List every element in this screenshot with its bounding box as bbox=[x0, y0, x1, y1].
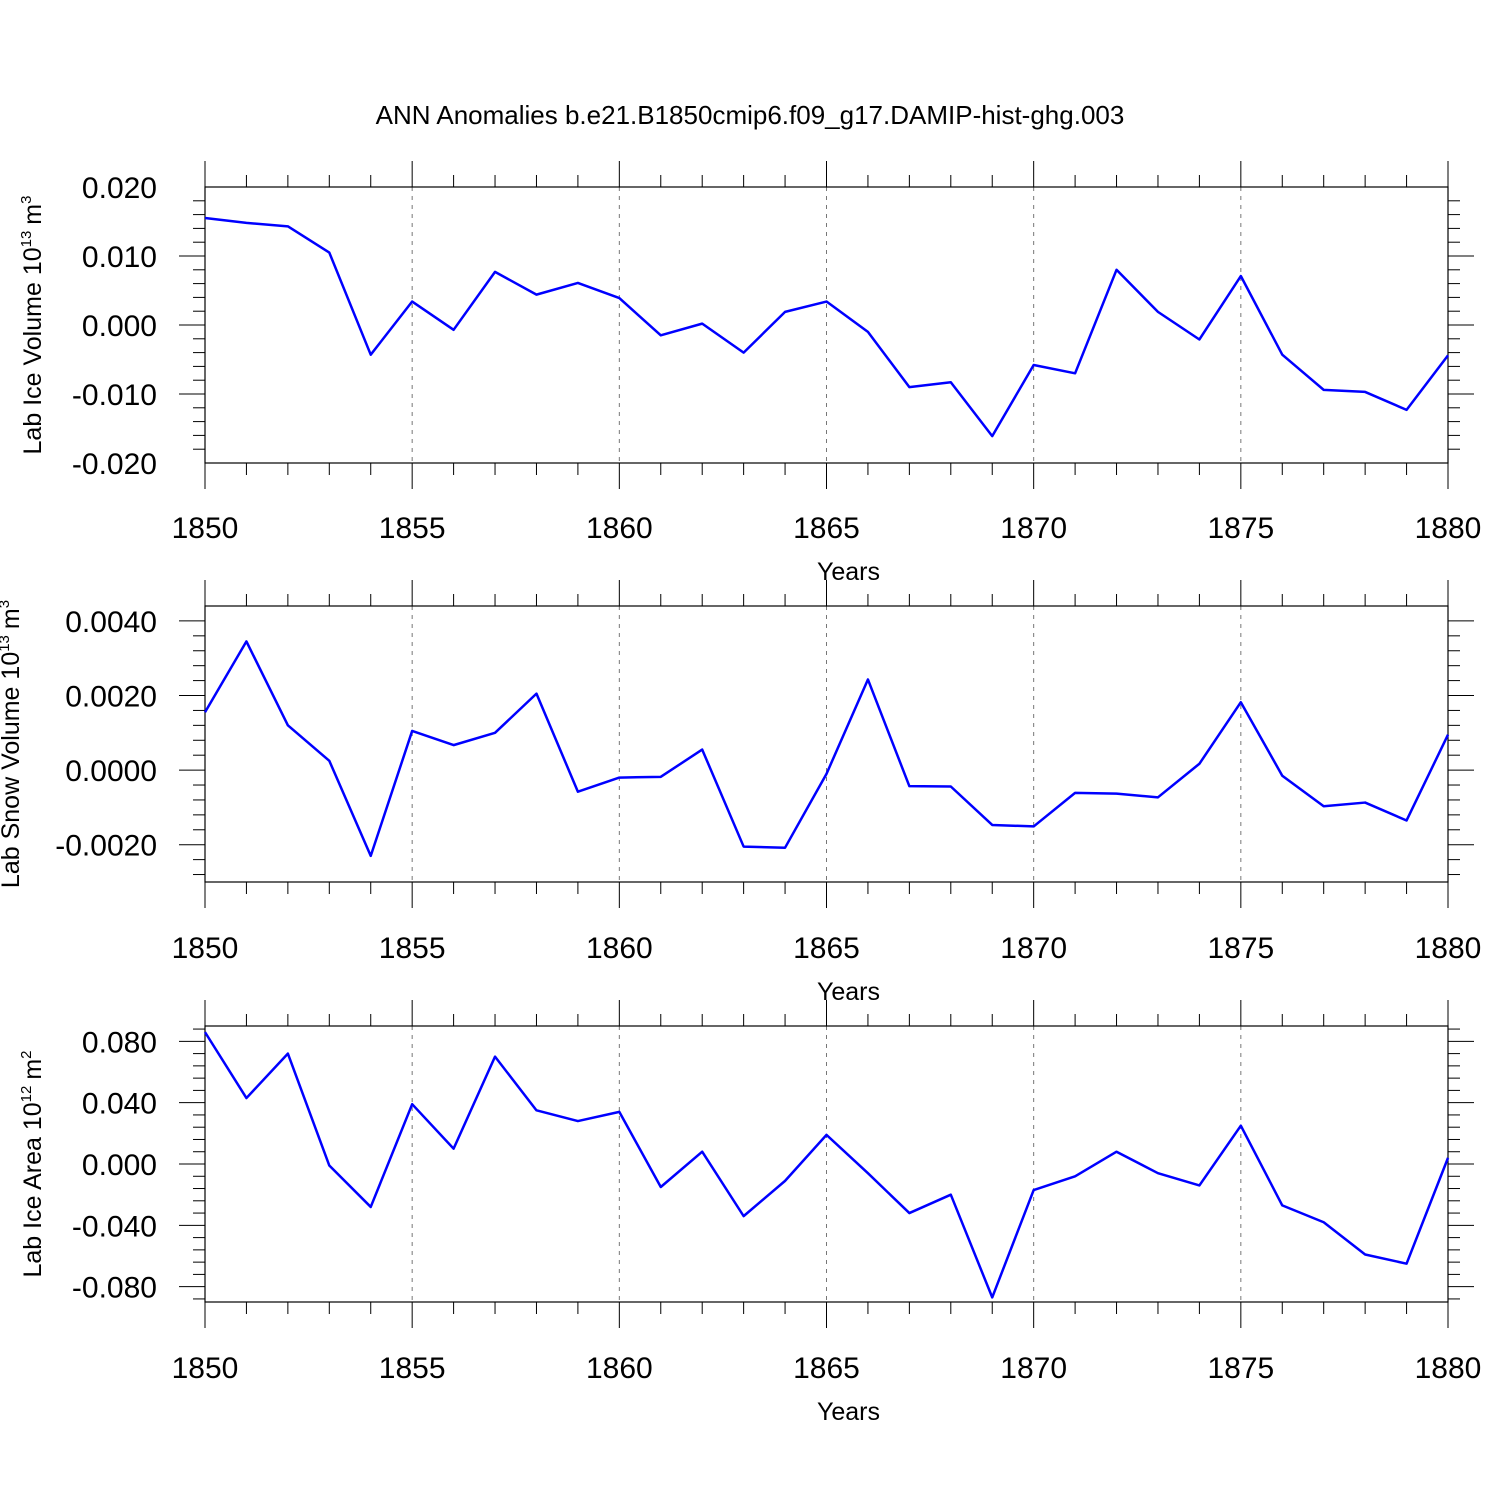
x-axis-label: Years bbox=[817, 1398, 880, 1426]
y-axis-label-unit-exp: 2 bbox=[18, 1051, 35, 1059]
y-axis-label-exp: 12 bbox=[18, 1086, 35, 1103]
y-axis-label-main: Lab Snow Volume 10 bbox=[0, 652, 25, 888]
y-axis-label: Lab Ice Area 1012 m2 bbox=[18, 1051, 47, 1278]
x-tick-label: 1870 bbox=[1000, 512, 1067, 545]
x-tick-label: 1860 bbox=[586, 932, 653, 965]
y-axis-label-unit-exp: 3 bbox=[0, 600, 13, 608]
y-tick-label: 0.0020 bbox=[65, 681, 157, 714]
x-tick-label: 1875 bbox=[1207, 512, 1274, 545]
series-line bbox=[203, 1031, 1450, 1299]
x-tick-label: 1860 bbox=[586, 512, 653, 545]
y-axis-label-unit: m bbox=[19, 204, 47, 225]
y-tick-label: 0.040 bbox=[82, 1088, 157, 1121]
y-tick-label: 0.000 bbox=[82, 1149, 157, 1182]
y-tick-label: -0.040 bbox=[72, 1210, 157, 1243]
x-axis-label: Years bbox=[817, 558, 880, 586]
y-tick-label: 0.010 bbox=[82, 241, 157, 274]
series-line bbox=[203, 640, 1450, 858]
y-tick-label: 0.0040 bbox=[65, 606, 157, 639]
x-tick-label: 1855 bbox=[379, 512, 446, 545]
panel-2: 1850 1855 1860 1865 1870 1875 1880 -0.0020 0.000… bbox=[0, 580, 1481, 1006]
x-tick-label: 1855 bbox=[379, 1352, 446, 1385]
x-tick-label: 1850 bbox=[172, 1352, 239, 1385]
x-tick-label: 1870 bbox=[1000, 932, 1067, 965]
y-axis-label-main: Lab Ice Area 10 bbox=[19, 1102, 47, 1277]
y-axis-label-unit-exp: 3 bbox=[18, 196, 35, 204]
y-tick-label: 0.0000 bbox=[65, 755, 157, 788]
x-tick-label: 1875 bbox=[1207, 932, 1274, 965]
panel-3: 1850 1855 1860 1865 1870 1875 1880 -0.080 -0.040… bbox=[18, 1000, 1481, 1426]
x-tick-label: 1880 bbox=[1415, 932, 1482, 965]
panels: 1850 1855 1860 1865 1870 1875 1880 -0.020 -0.010… bbox=[0, 161, 1481, 1426]
x-tick-label: 1850 bbox=[172, 932, 239, 965]
panel-1: 1850 1855 1860 1865 1870 1875 1880 -0.020 -0.010… bbox=[18, 161, 1481, 586]
y-axis-label-main: Lab Ice Volume 10 bbox=[19, 247, 47, 454]
y-axis-label-unit: m bbox=[0, 608, 25, 629]
y-axis-label-exp: 13 bbox=[0, 635, 13, 652]
figure-title: ANN Anomalies b.e21.B1850cmip6.f09_g17.D… bbox=[376, 100, 1125, 130]
y-tick-label: -0.020 bbox=[72, 448, 157, 481]
y-axis-label: Lab Ice Volume 1013 m3 bbox=[18, 196, 47, 455]
x-tick-label: 1880 bbox=[1415, 512, 1482, 545]
y-tick-label: -0.080 bbox=[72, 1272, 157, 1305]
x-tick-label: 1880 bbox=[1415, 1352, 1482, 1385]
x-tick-label: 1865 bbox=[793, 932, 860, 965]
y-tick-label: -0.010 bbox=[72, 379, 157, 412]
y-tick-label: 0.000 bbox=[82, 310, 157, 343]
x-tick-label: 1870 bbox=[1000, 1352, 1067, 1385]
y-tick-label: 0.020 bbox=[82, 172, 157, 205]
y-axis-label-exp: 13 bbox=[18, 231, 35, 248]
x-tick-label: 1855 bbox=[379, 932, 446, 965]
series-line bbox=[204, 216, 1449, 438]
x-tick-label: 1865 bbox=[793, 512, 860, 545]
y-axis-label: Lab Snow Volume 1013 m3 bbox=[0, 600, 25, 888]
y-tick-label: 0.080 bbox=[82, 1026, 157, 1059]
y-tick-label: -0.0020 bbox=[55, 830, 157, 863]
x-tick-label: 1860 bbox=[586, 1352, 653, 1385]
x-tick-label: 1875 bbox=[1207, 1352, 1274, 1385]
x-tick-label: 1865 bbox=[793, 1352, 860, 1385]
x-axis-label: Years bbox=[817, 978, 880, 1006]
y-axis-label-unit: m bbox=[19, 1059, 47, 1080]
x-tick-label: 1850 bbox=[172, 512, 239, 545]
